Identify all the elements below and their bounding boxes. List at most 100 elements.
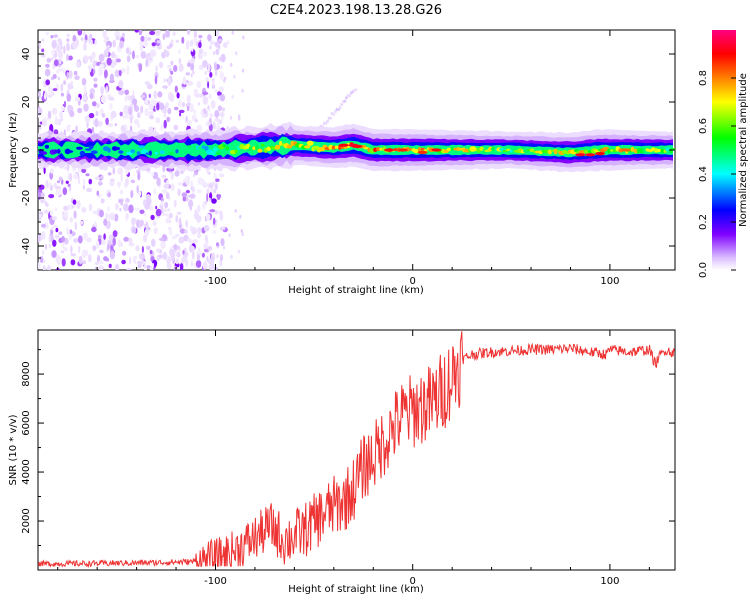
spectrogram-ridge-cell (175, 149, 179, 154)
spectrogram-noise-cell (90, 39, 93, 46)
spectrogram-noise-cell (190, 63, 195, 71)
spectrogram-noise-cell (166, 64, 172, 68)
spectrogram-noise-cell (116, 58, 121, 63)
spectrogram-noise-cell (178, 63, 184, 72)
spectrogram-noise-cell (52, 239, 57, 247)
spectrogram-noise-cell (163, 183, 170, 189)
spectrogram-noise-cell (233, 74, 236, 79)
spectrogram-noise-cell (67, 82, 72, 90)
spectrogram-noise-cell (95, 240, 100, 249)
spectrogram-trail-cell (333, 110, 337, 114)
spectrogram-noise-cell (73, 238, 79, 243)
spectrogram-noise-cell (62, 187, 68, 196)
spectrogram-noise-cell (90, 53, 95, 60)
spectrogram-noise-cell (206, 188, 210, 195)
spectrogram-noise-cell (55, 43, 62, 53)
spectrogram-noise-cell (219, 111, 225, 118)
spectrogram-noise-cell (132, 255, 138, 260)
spectrogram-noise-cell (98, 123, 102, 128)
spectrogram-noise-cell (100, 198, 105, 204)
spectrogram-noise-cell (81, 207, 87, 213)
spectrogram-noise-cell (139, 40, 144, 46)
snr-ytick-label: 2000 (21, 508, 32, 533)
spectrogram-noise-cell (135, 245, 140, 252)
spectrogram-noise-cell (156, 257, 161, 261)
spectrogram-noise-cell (92, 245, 97, 252)
spectrogram-noise-cell (58, 118, 62, 124)
spectrogram-noise-cell (84, 39, 88, 44)
spectrogram-noise-cell (87, 254, 92, 263)
spectrogram-noise-cell (214, 210, 219, 215)
spectrogram-noise-cell (220, 65, 223, 70)
spectrogram-noise-cell (132, 50, 135, 60)
spectrogram-noise-cell (149, 115, 154, 120)
spectrogram-ridge-cell (529, 148, 535, 153)
spectrogram-noise-cell (51, 57, 54, 61)
spectrogram-noise-cell (241, 88, 244, 93)
spectrogram-noise-cell (55, 227, 59, 233)
spectrogram-noise-cell (58, 176, 63, 181)
spectrogram-noise-cell (161, 174, 167, 178)
spectrogram-noise-cell (179, 263, 184, 270)
spectrogram-noise-cell (132, 98, 138, 106)
spectrogram-noise-cell (144, 107, 149, 117)
spectrogram-noise-cell (153, 187, 157, 195)
spectrogram-noise-cell (48, 182, 52, 190)
spectrogram-noise-cell (52, 250, 57, 257)
spectrogram-noise-cell (220, 227, 224, 231)
spectrogram-noise-cell (214, 62, 217, 71)
spectrogram-ridge-cell (252, 146, 256, 151)
spectrogram-noise-cell (179, 228, 186, 234)
spectrogram-noise-cell (40, 54, 46, 58)
spectrogram-noise-cell (59, 110, 63, 119)
spectrogram-trail-cell (343, 99, 347, 103)
colorbar-tick-label: 0.6 (698, 118, 709, 134)
spectrogram-noise-cell (114, 263, 120, 270)
spectrogram-noise-cell (38, 184, 45, 190)
spectrogram-ridge-cell (148, 150, 152, 156)
spectrogram-noise-cell (165, 102, 169, 109)
spectrogram-noise-cell (93, 83, 98, 88)
spectrogram-noise-cell (151, 99, 155, 106)
spectrogram-noise-cell (173, 243, 178, 251)
spectrogram-noise-cell (120, 125, 126, 133)
spectrogram-ridge-cell (331, 145, 336, 150)
spectrogram-noise-cell (148, 103, 154, 111)
spectrogram-noise-cell (196, 215, 202, 223)
spectrogram-noise-cell (55, 115, 58, 122)
spectrogram-peak-cell (338, 143, 349, 147)
spectrogram-noise-cell (115, 35, 119, 41)
spectrogram-noise-cell (207, 246, 213, 251)
spectrogram-noise-cell (217, 105, 223, 112)
spectrogram-ridge-cell (67, 150, 74, 153)
spectrogram-noise-cell (201, 110, 204, 119)
spectrogram-noise-cell (167, 107, 172, 115)
spectrogram-noise-cell (198, 167, 201, 171)
spectrogram-noise-cell (76, 200, 81, 209)
spectrogram-noise-cell (136, 219, 140, 228)
spectrogram-ridge-cell (255, 144, 259, 151)
spectrogram-noise-cell (198, 64, 204, 70)
spectrogram-noise-cell (120, 173, 123, 183)
spectrogram-noise-cell (72, 40, 78, 50)
spectrogram-noise-cell (96, 103, 100, 109)
spectrogram-ridge-cell (88, 145, 94, 149)
spectrogram-noise-cell (171, 235, 177, 240)
spectrogram-noise-cell (51, 39, 57, 49)
spectrogram-noise-cell (114, 213, 119, 222)
spectrogram-noise-cell (38, 90, 41, 99)
spectrogram-noise-cell (55, 185, 62, 191)
spectrogram-peak-cell (585, 153, 596, 157)
spectrogram-noise-cell (66, 53, 69, 62)
spectrogram-ridge-cell (248, 146, 254, 152)
spectrogram-noise-cell (94, 261, 99, 266)
spectrogram-noise-cell (144, 81, 151, 85)
spectrogram-noise-cell (121, 68, 126, 74)
spectrogram-xtick-label: -100 (204, 276, 227, 287)
spectrogram-noise-cell (139, 209, 145, 214)
spectrogram-noise-cell (53, 34, 58, 38)
spectrogram-noise-cell (174, 170, 180, 177)
spectrogram-noise-cell (76, 61, 80, 68)
spectrogram-noise-cell (175, 258, 180, 265)
spectrogram-noise-cell (122, 250, 127, 256)
